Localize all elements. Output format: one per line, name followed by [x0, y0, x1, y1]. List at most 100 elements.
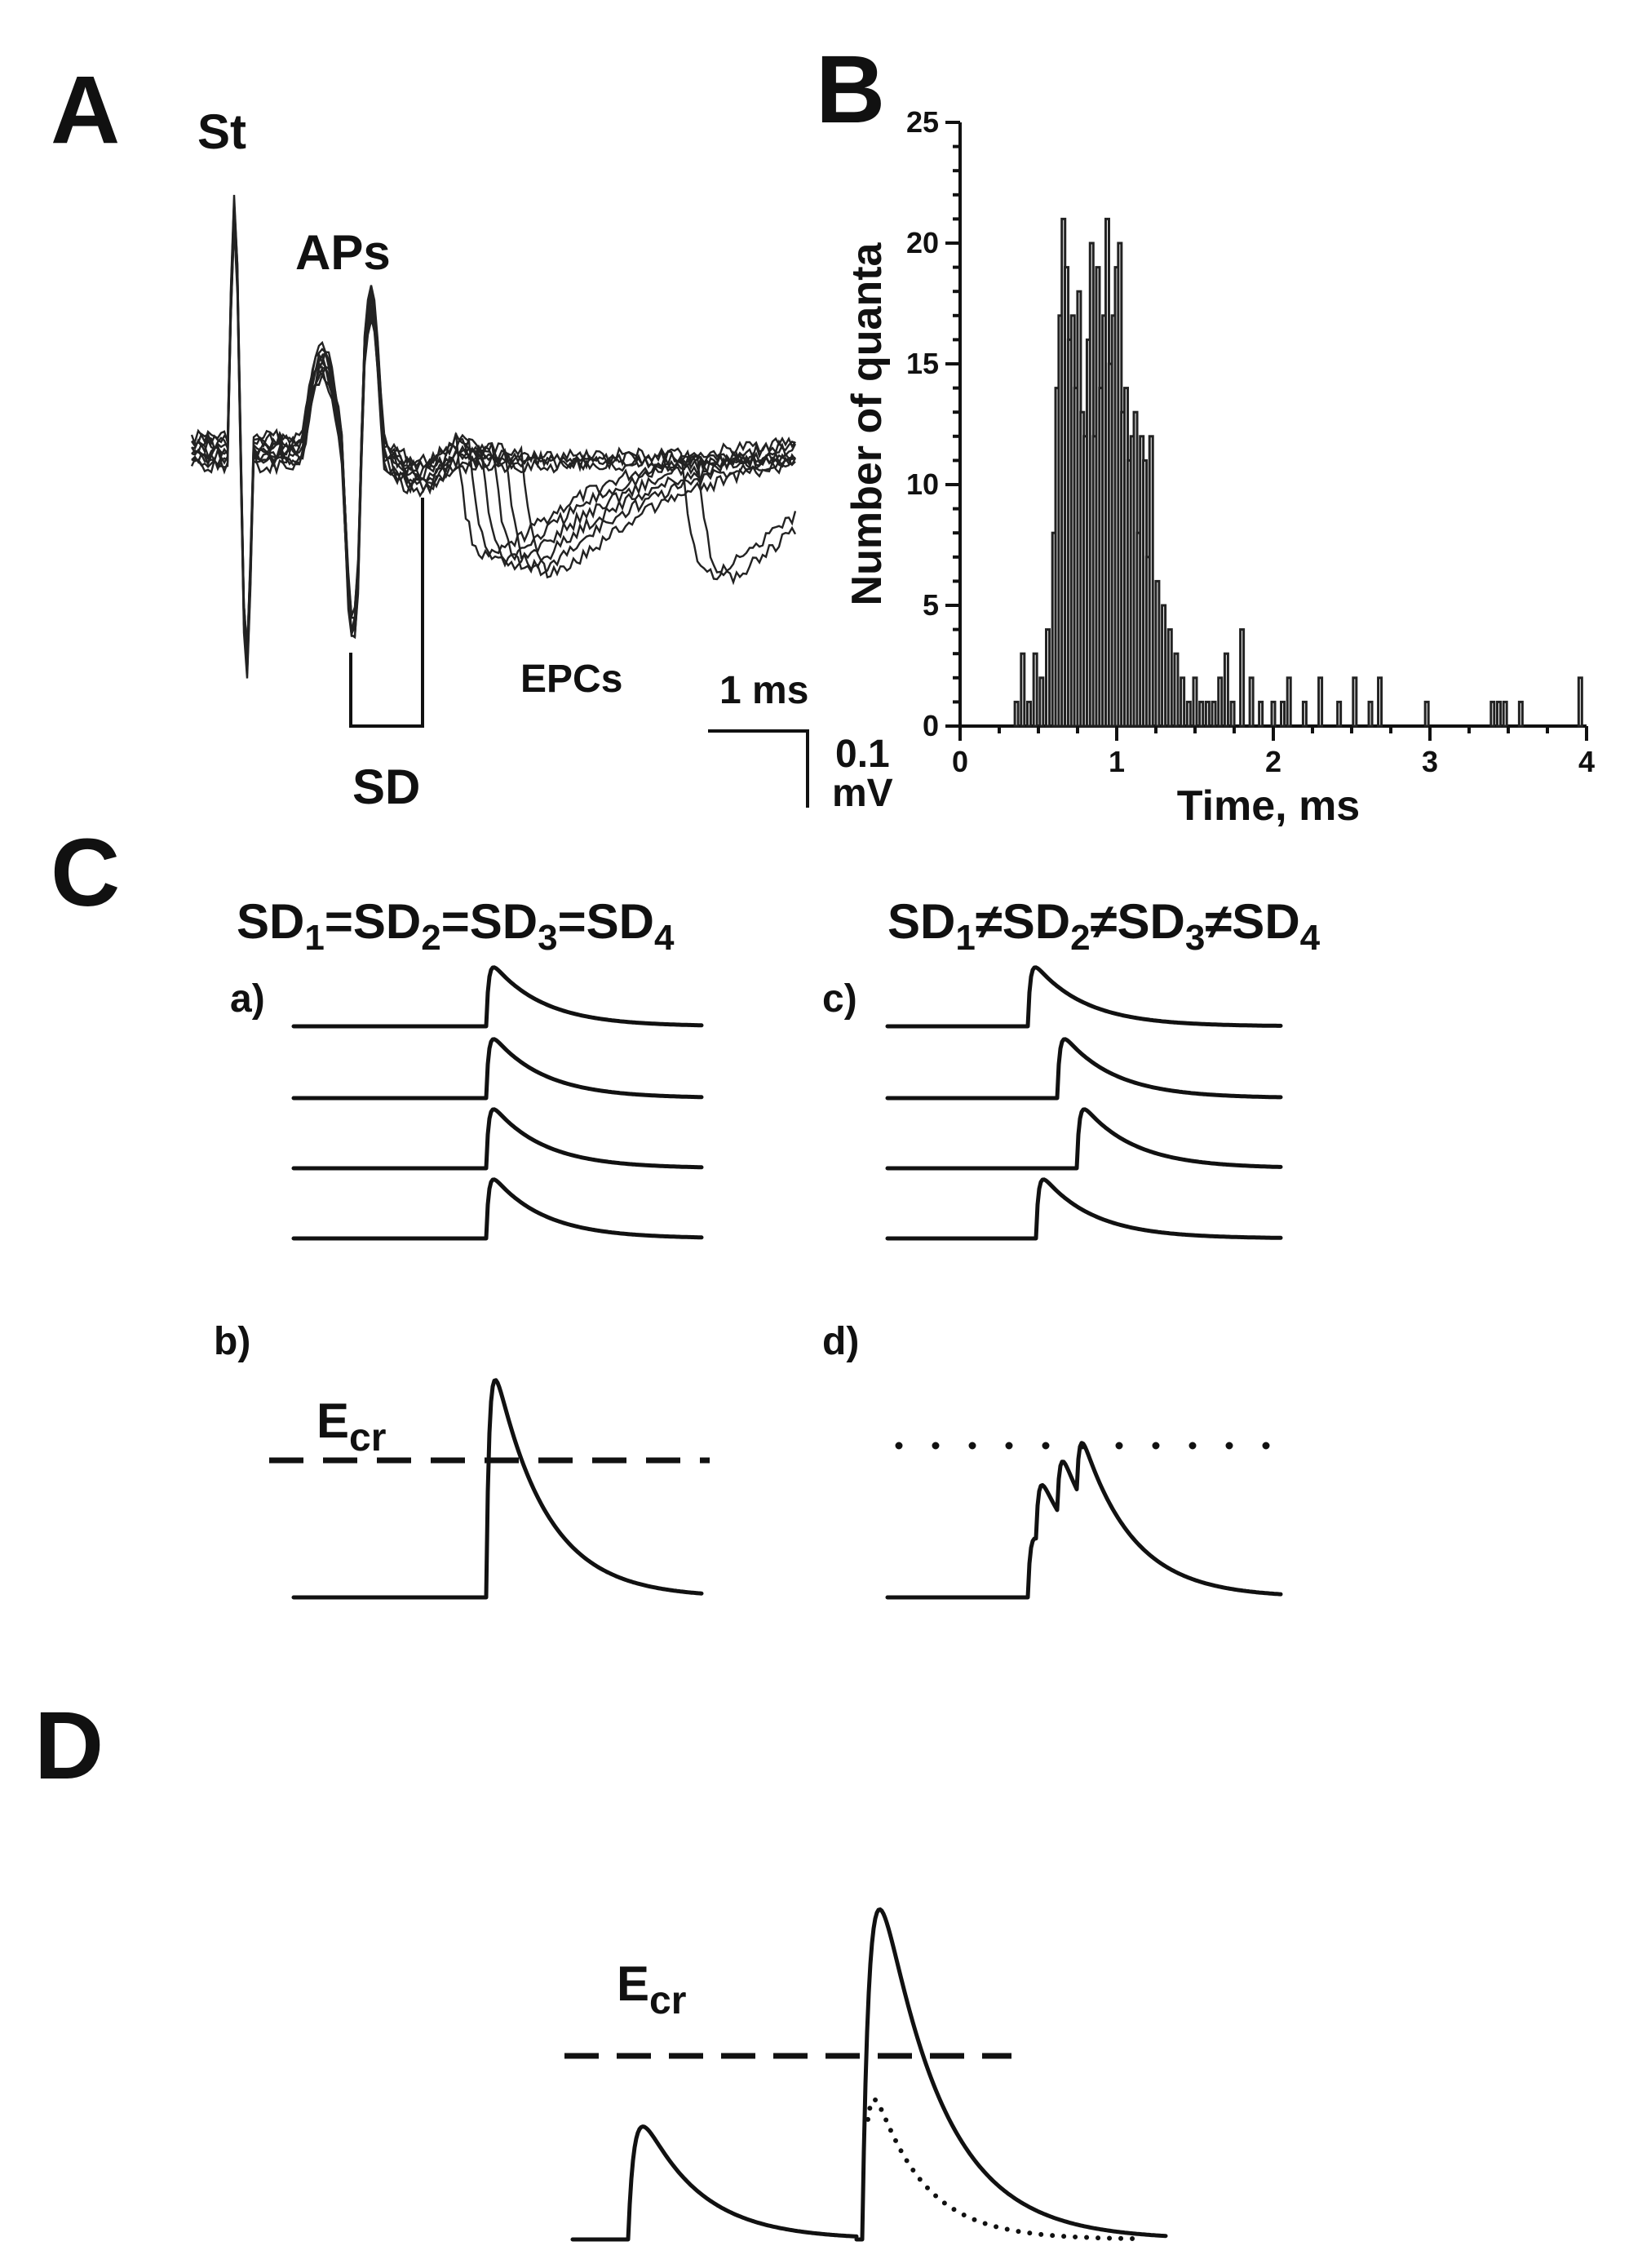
scale-amplitude-value: 0.1 [835, 733, 890, 776]
histogram-bar [1423, 700, 1430, 728]
histogram-bar [1166, 628, 1173, 728]
histogram-bar [1280, 700, 1286, 728]
histogram-bar [1148, 435, 1154, 728]
epc-trace-aligned [291, 965, 704, 1029]
schematic-traces-c [291, 965, 1283, 1600]
recorded-trace [190, 202, 796, 649]
synaptic-delay-label: SD [352, 760, 420, 814]
neq-part: ≠SD [1091, 894, 1185, 949]
histogram-bar [1517, 700, 1524, 728]
histogram-bar [1495, 700, 1502, 728]
neq-sub: 1 [955, 918, 975, 958]
scale-bar [708, 729, 809, 808]
recorded-trace [191, 206, 796, 663]
histogram-bar [1045, 628, 1051, 728]
neq-part: SD [887, 894, 955, 949]
histogram-bar [1367, 700, 1374, 728]
histogram-bar [1025, 700, 1032, 728]
x-tick-label: 3 [1422, 745, 1438, 778]
schematic-traces-d [570, 1907, 1168, 2242]
histogram-bar [1229, 700, 1236, 728]
eq-part: =SD [325, 894, 421, 949]
subpanel-c-label: c) [822, 977, 857, 1021]
subpanel-b-label: b) [214, 1320, 250, 1363]
histogram-bar [1352, 676, 1358, 728]
histogram-bar [1286, 676, 1292, 728]
panel-c: C SD1=SD2=SD3=SD4 SD1≠SD2≠SD3≠SD4 a) c) … [51, 819, 1321, 1600]
recorded-trace [191, 207, 796, 658]
panel-c-letter: C [51, 819, 120, 927]
eq-sub: 3 [538, 918, 557, 958]
histogram-bar [1317, 676, 1324, 728]
recorded-trace [191, 224, 797, 679]
neq-sub: 2 [1070, 918, 1090, 958]
histogram-bar [1198, 700, 1205, 728]
critical-level-label-b: Ecr [316, 1393, 386, 1460]
y-axis-title: Number of quanta [843, 241, 891, 605]
x-tick-label: 0 [952, 745, 968, 778]
histogram-bar [1502, 700, 1508, 728]
x-axis-title: Time, ms [1177, 782, 1360, 830]
histogram-bar [1217, 676, 1224, 728]
epcs-label: EPCs [520, 658, 622, 701]
subpanel-a-label: a) [230, 977, 265, 1021]
recorded-trace [190, 225, 796, 674]
histogram-bar [1239, 628, 1246, 728]
panel-b-letter: B [816, 36, 885, 144]
recorded-trace [191, 218, 797, 669]
suprathreshold-response [854, 1907, 1168, 2242]
eq-sub: 4 [654, 918, 675, 958]
neq-sub: 4 [1300, 918, 1321, 958]
ecr-main: E [316, 1393, 349, 1448]
summed-epc-synchronous [291, 1378, 704, 1600]
histogram-bar [1013, 700, 1020, 728]
recorded-trace [191, 219, 797, 673]
eq-part: =SD [558, 894, 654, 949]
eq-sub: 1 [304, 918, 324, 958]
panel-a-letter: A [51, 56, 120, 164]
critical-level-label-d: Ecr [617, 1956, 686, 2022]
eq-sub: 2 [421, 918, 440, 958]
y-tick-label: 15 [906, 347, 939, 380]
eq-part: =SD [441, 894, 538, 949]
epc-trace-jittered [885, 1177, 1283, 1241]
epc-trace-jittered [885, 1037, 1283, 1101]
histogram-bar [1577, 676, 1583, 728]
histogram-bar [1154, 579, 1161, 728]
x-tick-label: 1 [1109, 745, 1125, 778]
histogram-ticks: 0 5 10 15 20 25 0 1 2 3 4 [906, 105, 1595, 778]
synaptic-delay-bracket [349, 498, 424, 728]
histogram-bar [1185, 700, 1192, 728]
histogram-bar [1248, 676, 1255, 728]
ecr-sub: cr [649, 1979, 686, 2022]
scale-amplitude-unit: mV [832, 772, 893, 815]
epc-decay-dotted [865, 2097, 1144, 2242]
neq-part: ≠SD [1205, 894, 1299, 949]
scale-time-label: 1 ms [719, 669, 808, 712]
epc-trace-jittered [885, 965, 1283, 1029]
epc-trace-jittered [885, 1107, 1283, 1171]
panel-d: D Ecr [34, 1692, 1168, 2242]
neq-sub: 3 [1185, 918, 1205, 958]
histogram-bar [1204, 700, 1211, 728]
subthreshold-epc [570, 2124, 859, 2242]
recorded-trace [191, 194, 796, 653]
histogram-bar [1032, 652, 1038, 728]
epc-trace-aligned [291, 1107, 704, 1171]
neq-part: ≠SD [976, 894, 1070, 949]
histogram-bar [1161, 604, 1167, 728]
summed-epc-asynchronous [885, 1441, 1283, 1600]
ecr-sub: cr [349, 1416, 386, 1460]
epc-trace-aligned [291, 1177, 704, 1241]
recorded-traces [190, 194, 797, 679]
histogram-bar [1020, 652, 1026, 728]
stimulus-label: St [197, 104, 246, 159]
x-tick-label: 4 [1578, 745, 1595, 778]
histogram-bar [1038, 676, 1045, 728]
histogram-bar [1301, 700, 1308, 728]
equal-delays-title: SD1=SD2=SD3=SD4 [237, 894, 675, 958]
panel-d-letter: D [34, 1692, 104, 1800]
unequal-delays-title: SD1≠SD2≠SD3≠SD4 [887, 894, 1321, 958]
y-tick-label: 20 [906, 226, 939, 259]
